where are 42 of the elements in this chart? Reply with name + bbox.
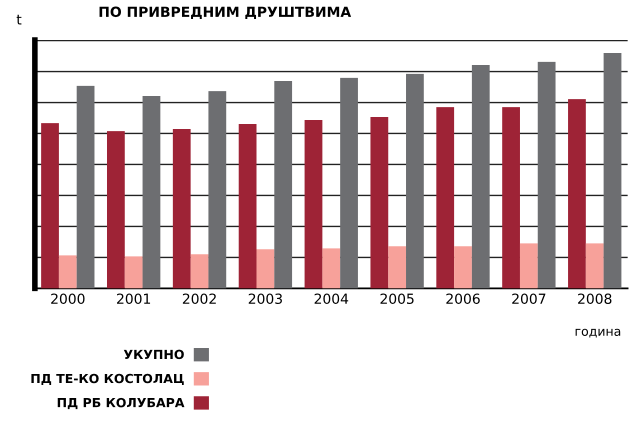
- x-tick-label: 2007: [512, 293, 546, 304]
- bar: [190, 254, 208, 288]
- bar: [304, 120, 322, 288]
- bar: [604, 52, 622, 288]
- y-axis-title: t: [16, 14, 22, 24]
- bar: [208, 91, 226, 288]
- bar: [238, 124, 257, 288]
- x-tick-label: 2001: [117, 293, 150, 304]
- bar: [538, 62, 556, 288]
- x-tick-label: 2006: [446, 293, 480, 304]
- x-tick-label: 2003: [248, 293, 282, 304]
- bar: [520, 243, 538, 288]
- x-tick-label: 2008: [578, 293, 612, 304]
- bar: [472, 64, 490, 288]
- bar: [340, 78, 358, 288]
- x-tick-label: 2004: [314, 293, 348, 304]
- x-tick-label: 2002: [182, 293, 216, 304]
- bar: [388, 246, 406, 288]
- x-tick-label: 2000: [51, 293, 85, 304]
- bar: [106, 131, 125, 288]
- bar: [454, 246, 472, 288]
- bar: [436, 107, 454, 288]
- bar: [568, 99, 586, 288]
- x-axis-title: година: [576, 328, 620, 338]
- bar: [274, 80, 292, 288]
- bar: [256, 249, 274, 288]
- bar: [586, 243, 604, 288]
- bar: [76, 86, 94, 288]
- bar: [124, 256, 143, 288]
- legend-label: ПД ТЕ-КО КОСТОЛАЦ: [31, 374, 184, 386]
- bar: [41, 123, 59, 288]
- bar: [142, 96, 160, 288]
- x-tick-label: 2005: [380, 293, 414, 304]
- bar: [370, 116, 388, 288]
- bar: [502, 107, 520, 288]
- bar: [406, 74, 424, 288]
- legend-label: УКУПНО: [124, 350, 184, 360]
- bar: [172, 128, 191, 288]
- legend-label: ПД РБ КОЛУБАРА: [58, 398, 184, 410]
- bar: [58, 255, 77, 288]
- chart-title: ПО ПРИВРЕДНИМ ДРУШТВИМА: [100, 6, 352, 20]
- bar: [322, 248, 340, 288]
